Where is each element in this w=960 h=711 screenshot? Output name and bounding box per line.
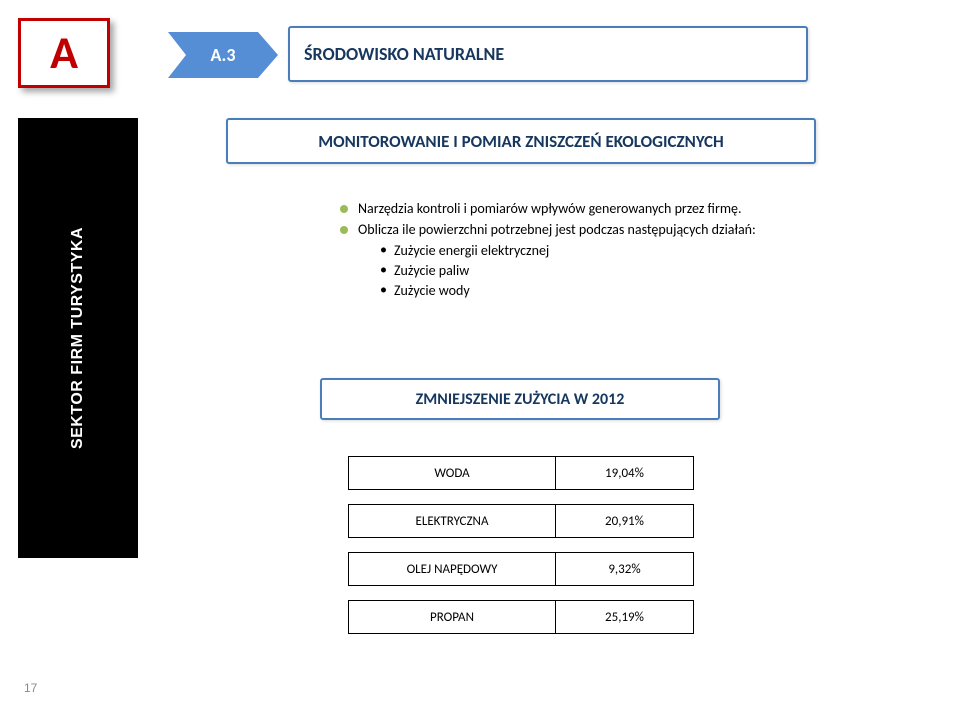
table-cell-value: 19,04%	[556, 456, 694, 490]
table-title-box: ZMNIEJSZENIE ZUŻYCIA W 2012	[320, 378, 720, 420]
table-cell-label: PROPAN	[348, 600, 556, 634]
sidebar-label: SEKTOR FIRM TURYSTYKA	[69, 227, 87, 449]
table-row: OLEJ NAPĘDOWY 9,32%	[348, 552, 694, 586]
section-letter: A	[50, 25, 78, 81]
table-row: ELEKTRYCZNA 20,91%	[348, 504, 694, 538]
bullet-list: Narzędzia kontroli i pomiarów wpływów ge…	[340, 200, 800, 300]
subheading-box: MONITOROWANIE I POMIAR ZNISZCZEŃ EKOLOGI…	[226, 118, 816, 164]
page-title-box: ŚRODOWISKO NATURALNE	[288, 26, 808, 82]
table-row: WODA 19,04%	[348, 456, 694, 490]
data-table: WODA 19,04% ELEKTRYCZNA 20,91% OLEJ NAPĘ…	[348, 456, 694, 648]
table-cell-value: 20,91%	[556, 504, 694, 538]
subheading: MONITOROWANIE I POMIAR ZNISZCZEŃ EKOLOGI…	[318, 131, 724, 152]
table-row: PROPAN 25,19%	[348, 600, 694, 634]
table-cell-value: 9,32%	[556, 552, 694, 586]
page-title: ŚRODOWISKO NATURALNE	[304, 43, 504, 65]
table-cell-label: ELEKTRYCZNA	[348, 504, 556, 538]
page-number: 17	[24, 681, 37, 695]
section-number: A.3	[211, 44, 236, 66]
bullet-subitem: Zużycie paliw	[340, 262, 800, 281]
table-cell-label: OLEJ NAPĘDOWY	[348, 552, 556, 586]
table-cell-value: 25,19%	[556, 600, 694, 634]
bullet-item: Narzędzia kontroli i pomiarów wpływów ge…	[340, 200, 800, 219]
section-number-chevron: A.3	[168, 32, 278, 78]
sidebar: SEKTOR FIRM TURYSTYKA	[18, 118, 138, 558]
table-title: ZMNIEJSZENIE ZUŻYCIA W 2012	[416, 390, 625, 409]
table-cell-label: WODA	[348, 456, 556, 490]
section-letter-box: A	[18, 18, 110, 88]
bullet-item: Oblicza ile powierzchni potrzebnej jest …	[340, 221, 800, 240]
bullet-subitem: Zużycie energii elektrycznej	[340, 242, 800, 261]
bullet-subitem: Zużycie wody	[340, 282, 800, 301]
